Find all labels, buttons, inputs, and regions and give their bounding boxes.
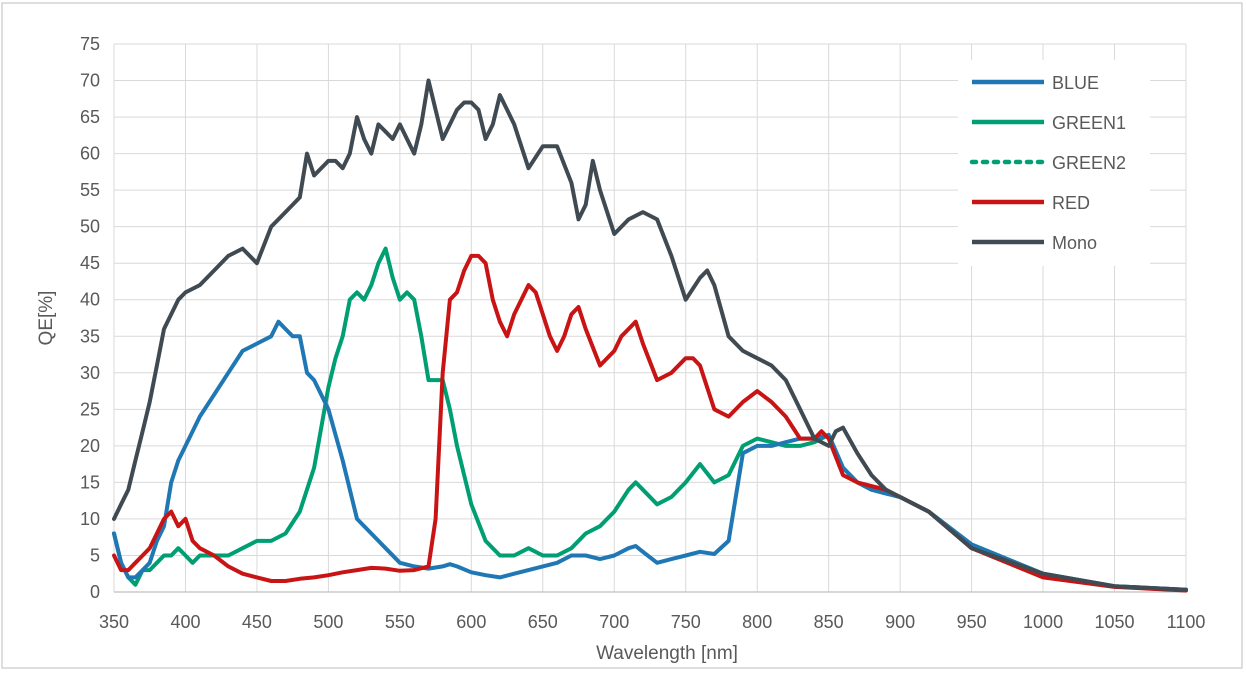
axes: 350 400 450 500 550 600 650 700 750 800 850 900 950 1… [80, 34, 1205, 632]
y-tick-label: 15 [80, 472, 100, 492]
x-tick-label: 400 [170, 612, 200, 632]
x-tick-label: 350 [99, 612, 129, 632]
y-tick-label: 20 [80, 436, 100, 456]
x-tick-label: 700 [599, 612, 629, 632]
y-tick-label: 75 [80, 34, 100, 54]
x-tick-label: 650 [528, 612, 558, 632]
y-axis-title: QE[%] [36, 291, 57, 346]
y-tick-label: 50 [80, 217, 100, 237]
legend-box [958, 60, 1150, 266]
series-line-red [112, 253, 1188, 593]
legend-label-blue: BLUE [1052, 73, 1099, 93]
x-tick-label: 1100 [1167, 612, 1206, 632]
x-tick-label: 1000 [1023, 612, 1063, 632]
legend-label-mono: Mono [1052, 233, 1097, 253]
y-tick-label: 65 [80, 107, 100, 127]
x-tick-label: 900 [885, 612, 915, 632]
x-tick-label: 1050 [1095, 612, 1135, 632]
legend-label-green2: GREEN2 [1052, 153, 1126, 173]
y-tick-label: 45 [80, 253, 100, 273]
series-lines [112, 78, 1188, 593]
y-tick-label: 0 [90, 582, 100, 602]
x-tick-label: 950 [957, 612, 987, 632]
y-tick-label: 70 [80, 71, 100, 91]
x-tick-label: 600 [456, 612, 486, 632]
x-tick-label: 550 [385, 612, 415, 632]
y-tick-label: 60 [80, 144, 100, 164]
x-tick-label: 750 [671, 612, 701, 632]
x-tick-label: 800 [742, 612, 772, 632]
y-tick-label: 55 [80, 180, 100, 200]
legend-label-green1: GREEN1 [1052, 113, 1126, 133]
x-axis-title: Wavelength [nm] [596, 643, 738, 664]
x-tick-label: 450 [242, 612, 272, 632]
y-tick-label: 10 [80, 509, 100, 529]
legend: BLUE GREEN1 GREEN2 RED Mono [958, 60, 1150, 266]
series-line-mono [112, 78, 1188, 592]
y-tick-label: 25 [80, 399, 100, 419]
series-line-green1 [112, 246, 1188, 592]
y-tick-label: 5 [90, 545, 100, 565]
y-tick-label: 35 [80, 326, 100, 346]
x-tick-label: 850 [814, 612, 844, 632]
y-tick-label: 40 [80, 290, 100, 310]
x-tick-label: 500 [313, 612, 343, 632]
y-tick-label: 30 [80, 363, 100, 383]
legend-label-red: RED [1052, 193, 1090, 213]
